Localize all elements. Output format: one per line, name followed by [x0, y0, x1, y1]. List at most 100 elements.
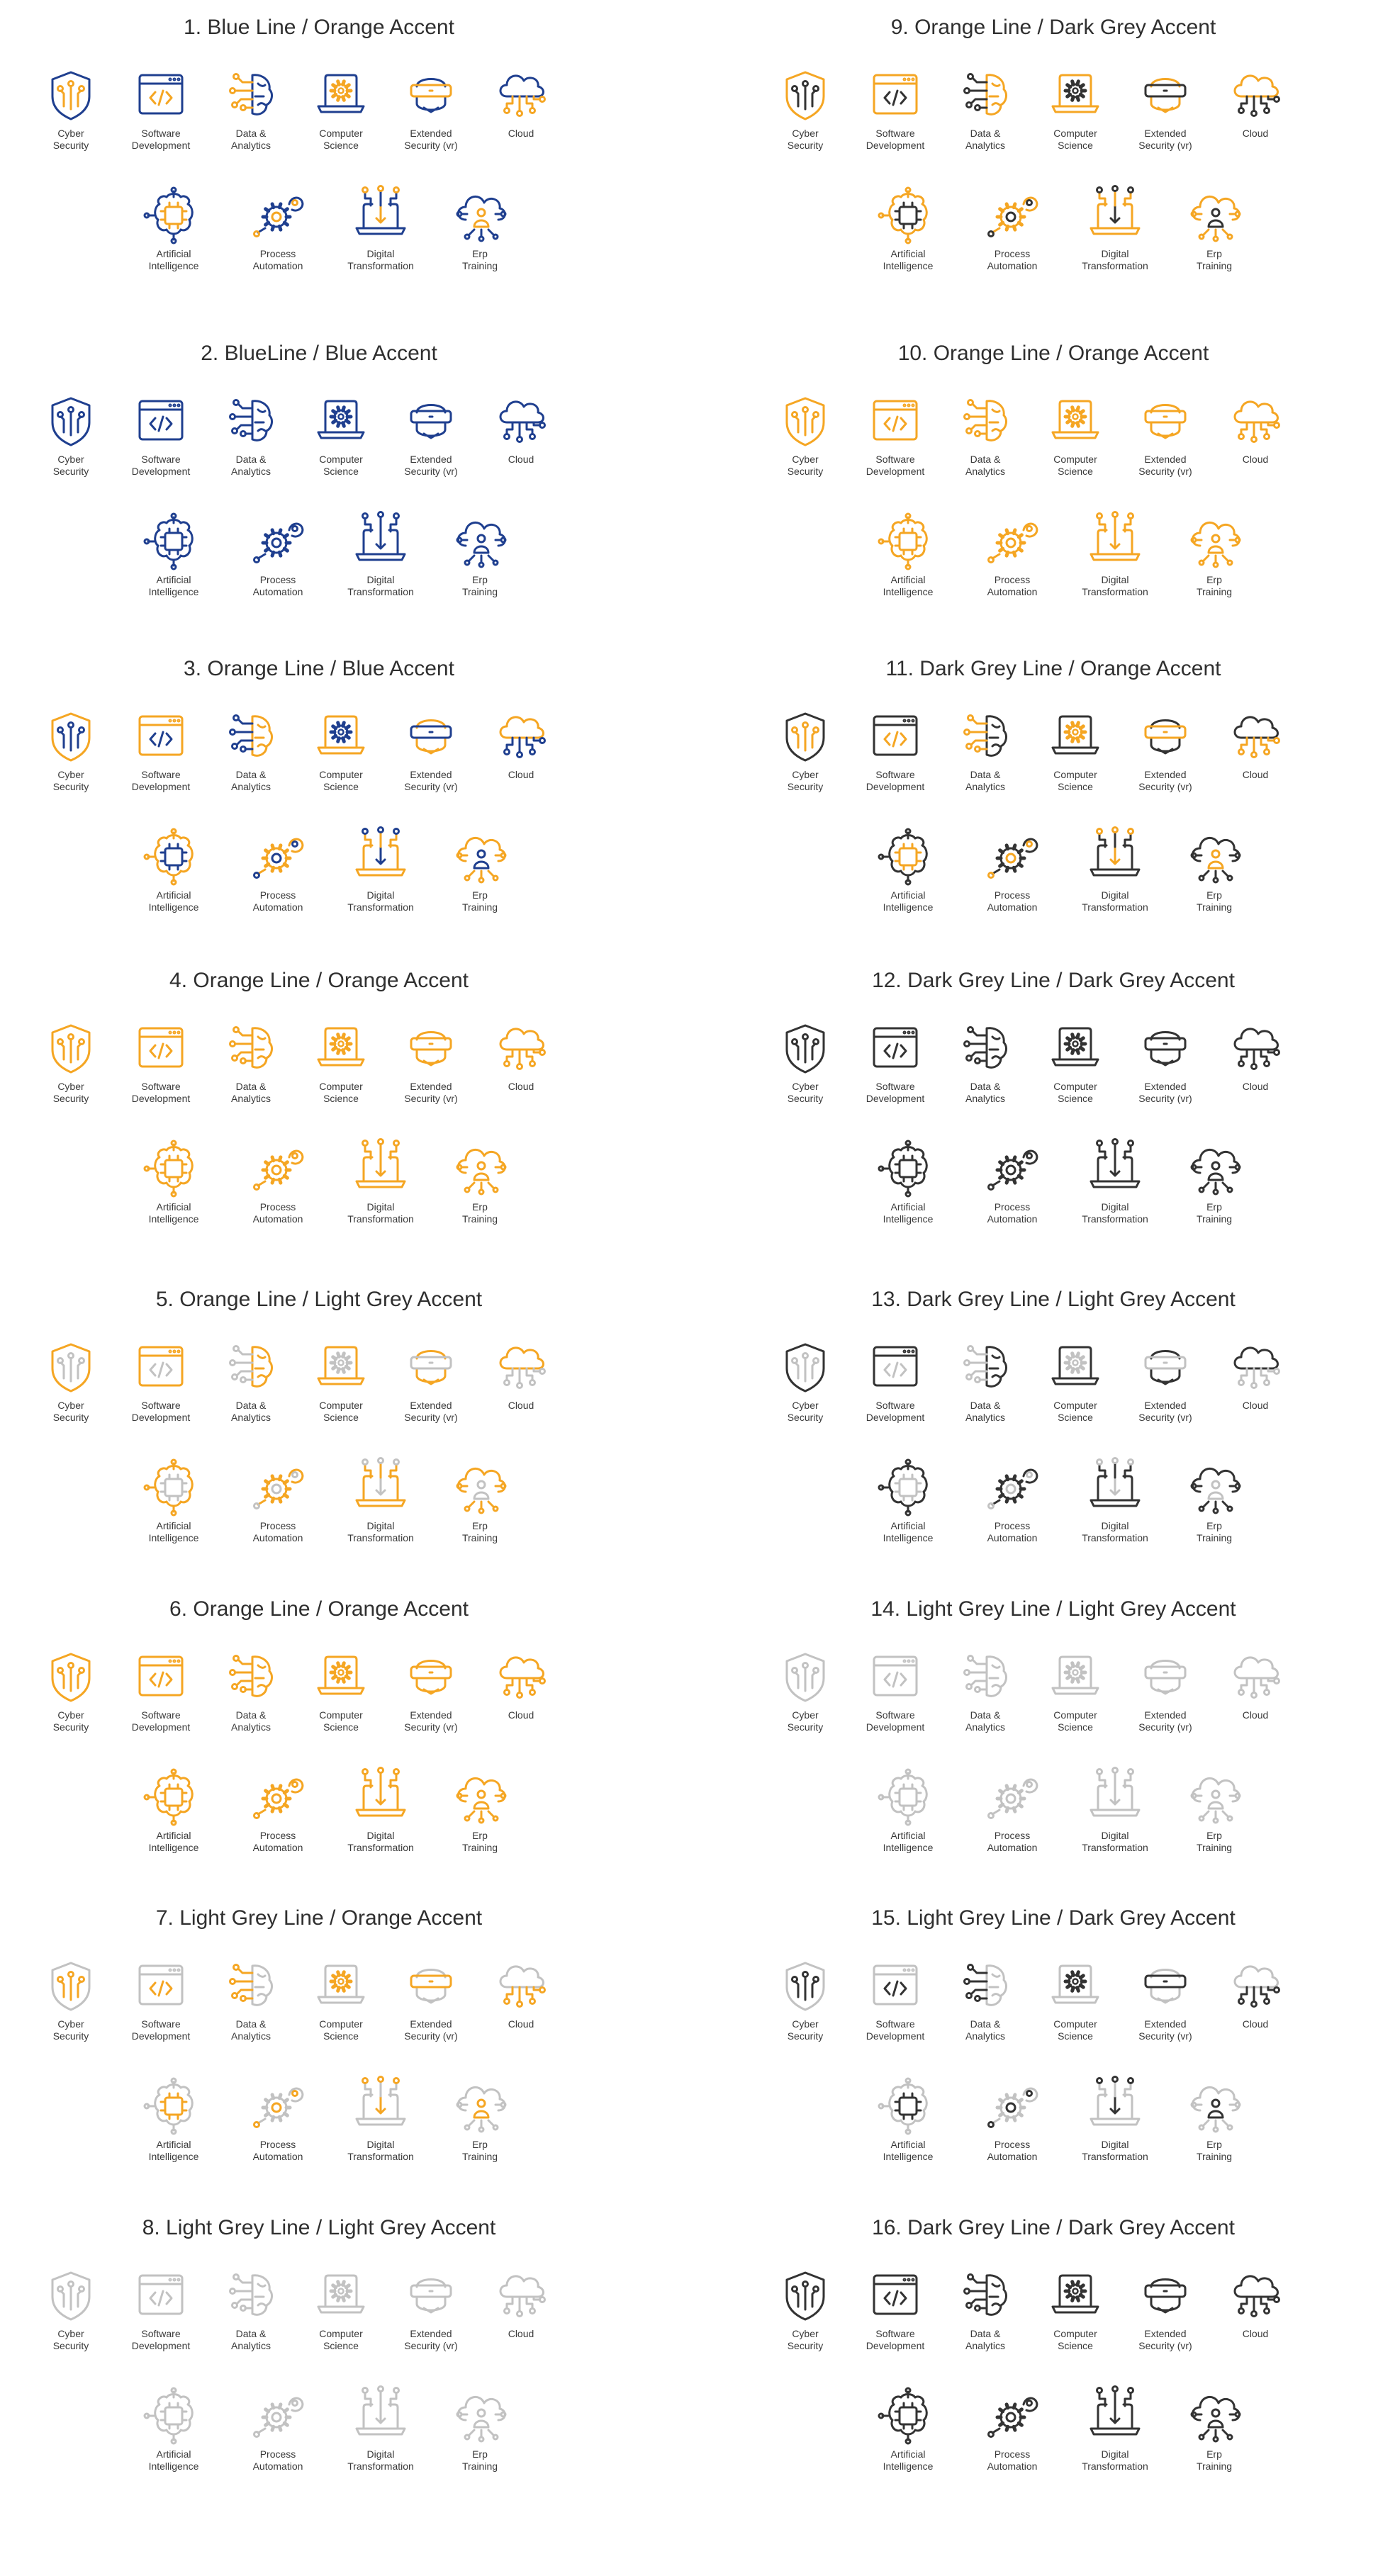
- icon-tile-brain: Data & Analytics: [208, 391, 293, 497]
- icon-label-line2: Security: [52, 466, 89, 477]
- brain-circuit-icon: [229, 399, 273, 441]
- brain-circuit-icon: [229, 1655, 273, 1697]
- icon-label-line1: Cloud: [508, 2018, 534, 2030]
- icon-label: Software Development: [853, 1400, 938, 1424]
- icon-label-line2: Security: [787, 1412, 824, 1423]
- icon-label-line2: Intelligence: [883, 1213, 934, 1225]
- shield-icon: [51, 2271, 91, 2321]
- icon-label-line2: Analytics: [230, 1721, 271, 1733]
- icon-label: Cyber Security: [763, 2018, 848, 2042]
- icon-label: Process Automation: [970, 1830, 1055, 1854]
- laptop-transform-icon: [1089, 511, 1141, 561]
- icon-tile-cloud: Cloud: [1213, 707, 1298, 813]
- icon-label-line2: Intelligence: [883, 1532, 934, 1543]
- icon-label-line2: Automation: [252, 901, 303, 913]
- icon-label-line1: Data &: [235, 454, 267, 465]
- icon-label: Erp Training: [1172, 1830, 1257, 1854]
- icon-label-line1: Data &: [235, 1400, 267, 1411]
- icon-label-line2: Security: [787, 2030, 824, 2042]
- icon-label-line1: Extended: [1144, 1081, 1187, 1092]
- icon-label-line1: Computer: [319, 2018, 363, 2030]
- icon-tile-laptopgear: Computer Science: [298, 1956, 383, 2062]
- icon-label-line1: Artificial: [156, 1201, 191, 1213]
- icon-label-line1: Software: [875, 1081, 915, 1092]
- icon-tile-laptopgear: Computer Science: [298, 2266, 383, 2372]
- icon-label: Software Development: [118, 1400, 203, 1424]
- icon-label-line2: Transformation: [347, 260, 414, 271]
- icon-label-line2: Development: [866, 2340, 925, 2351]
- icon-tile-shield: Cyber Security: [763, 1647, 848, 1753]
- icon-tile-code: Software Development: [118, 1956, 203, 2062]
- icon-label-line1: Cloud: [508, 1400, 534, 1411]
- icon-label-line1: Artificial: [156, 574, 191, 585]
- brain-circuit-icon: [229, 1964, 273, 2006]
- icon-tile-cloudperson: Erp Training: [437, 186, 522, 292]
- icon-label-line2: Security (vr): [404, 2030, 458, 2042]
- icon-label-line1: Data &: [970, 454, 1001, 465]
- icon-label-line1: Cloud: [1242, 128, 1269, 139]
- icon-tile-laptopupload: Digital Transformation: [338, 2076, 423, 2183]
- icon-label-line1: Digital: [1101, 2139, 1129, 2150]
- icon-tile-shield: Cyber Security: [763, 65, 848, 171]
- laptop-gear-icon: [317, 2274, 365, 2314]
- vr-headset-icon: [410, 1660, 452, 1695]
- icon-tile-laptopupload: Digital Transformation: [1072, 1767, 1158, 1874]
- icon-label-line1: Extended: [410, 454, 452, 465]
- icon-label-line2: Analytics: [965, 466, 1006, 477]
- icon-label-line1: Erp: [472, 2139, 488, 2150]
- icon-label: Digital Transformation: [1072, 574, 1158, 598]
- icon-label-line1: Artificial: [156, 889, 191, 901]
- icon-tile-laptopgear: Computer Science: [1033, 1647, 1118, 1753]
- icon-label-line2: Analytics: [230, 2030, 271, 2042]
- icon-label-line1: Cyber: [792, 2018, 819, 2030]
- icon-tile-shield: Cyber Security: [28, 391, 113, 497]
- icon-label: Cyber Security: [28, 1081, 113, 1105]
- icon-label-line2: Automation: [987, 1213, 1038, 1225]
- cloud-circuit-icon: [1233, 74, 1280, 117]
- icon-label: Extended Security (vr): [1123, 1400, 1208, 1424]
- icon-label: Erp Training: [437, 1201, 522, 1225]
- icon-label: Computer Science: [1033, 2328, 1118, 2352]
- shield-icon: [51, 397, 91, 446]
- icon-label-line1: Data &: [235, 2018, 267, 2030]
- vr-headset-icon: [1144, 1660, 1187, 1695]
- icon-tile-shield: Cyber Security: [763, 1337, 848, 1444]
- icon-tile-vr: Extended Security (vr): [1123, 1956, 1208, 2062]
- icon-label-line1: Extended: [1144, 1709, 1187, 1721]
- icon-set-14: 14. Light Grey Line / Light Grey Accent C…: [734, 1582, 1372, 1879]
- icon-label-line2: Development: [131, 466, 191, 477]
- icon-label-line1: Computer: [1053, 1400, 1097, 1411]
- icon-label: Artificial Intelligence: [866, 1830, 951, 1854]
- icon-tile-gears: Process Automation: [235, 512, 320, 618]
- icon-label-line2: Security: [787, 1093, 824, 1104]
- icon-tile-laptopupload: Digital Transformation: [338, 511, 423, 618]
- icon-label-line1: Digital: [366, 2448, 395, 2460]
- icon-set-16: 16. Dark Grey Line / Dark Grey Accent Cyb…: [734, 2200, 1372, 2498]
- icon-tile-shield: Cyber Security: [28, 707, 113, 813]
- icon-label-line2: Development: [131, 1093, 191, 1104]
- icon-label-line1: Software: [875, 2328, 915, 2339]
- icon-label: Data & Analytics: [208, 2328, 293, 2352]
- icon-label-line1: Computer: [1053, 1081, 1097, 1092]
- gears-icon: [253, 196, 304, 237]
- icon-set-title: 10. Orange Line / Orange Accent: [897, 342, 1209, 365]
- icon-label: Data & Analytics: [208, 769, 293, 793]
- icon-tile-laptopgear: Computer Science: [1033, 1018, 1118, 1125]
- icon-set-2: 2. BlueLine / Blue Accent Cyber Security So…: [0, 326, 638, 624]
- icon-label-line1: Digital: [366, 1830, 395, 1841]
- cloud-circuit-icon: [1233, 1346, 1280, 1389]
- icon-label: Digital Transformation: [338, 1201, 423, 1225]
- ai-chip-icon: [878, 1458, 928, 1517]
- laptop-gear-icon: [1051, 1964, 1099, 2004]
- icon-label: Cloud: [1213, 2328, 1298, 2340]
- icon-label-line2: Analytics: [965, 1721, 1006, 1733]
- vr-headset-icon: [410, 719, 452, 755]
- icon-label: Cloud: [1213, 1081, 1298, 1093]
- icon-label: Cyber Security: [28, 2018, 113, 2042]
- laptop-gear-icon: [317, 1655, 365, 1695]
- icon-set-8: 8. Light Grey Line / Light Grey Accent Cy…: [0, 2200, 638, 2498]
- icon-tile-code: Software Development: [118, 1018, 203, 1125]
- icon-label: Data & Analytics: [943, 454, 1028, 478]
- icon-label-line1: Software: [875, 1400, 915, 1411]
- icon-label-line1: Erp: [472, 574, 488, 585]
